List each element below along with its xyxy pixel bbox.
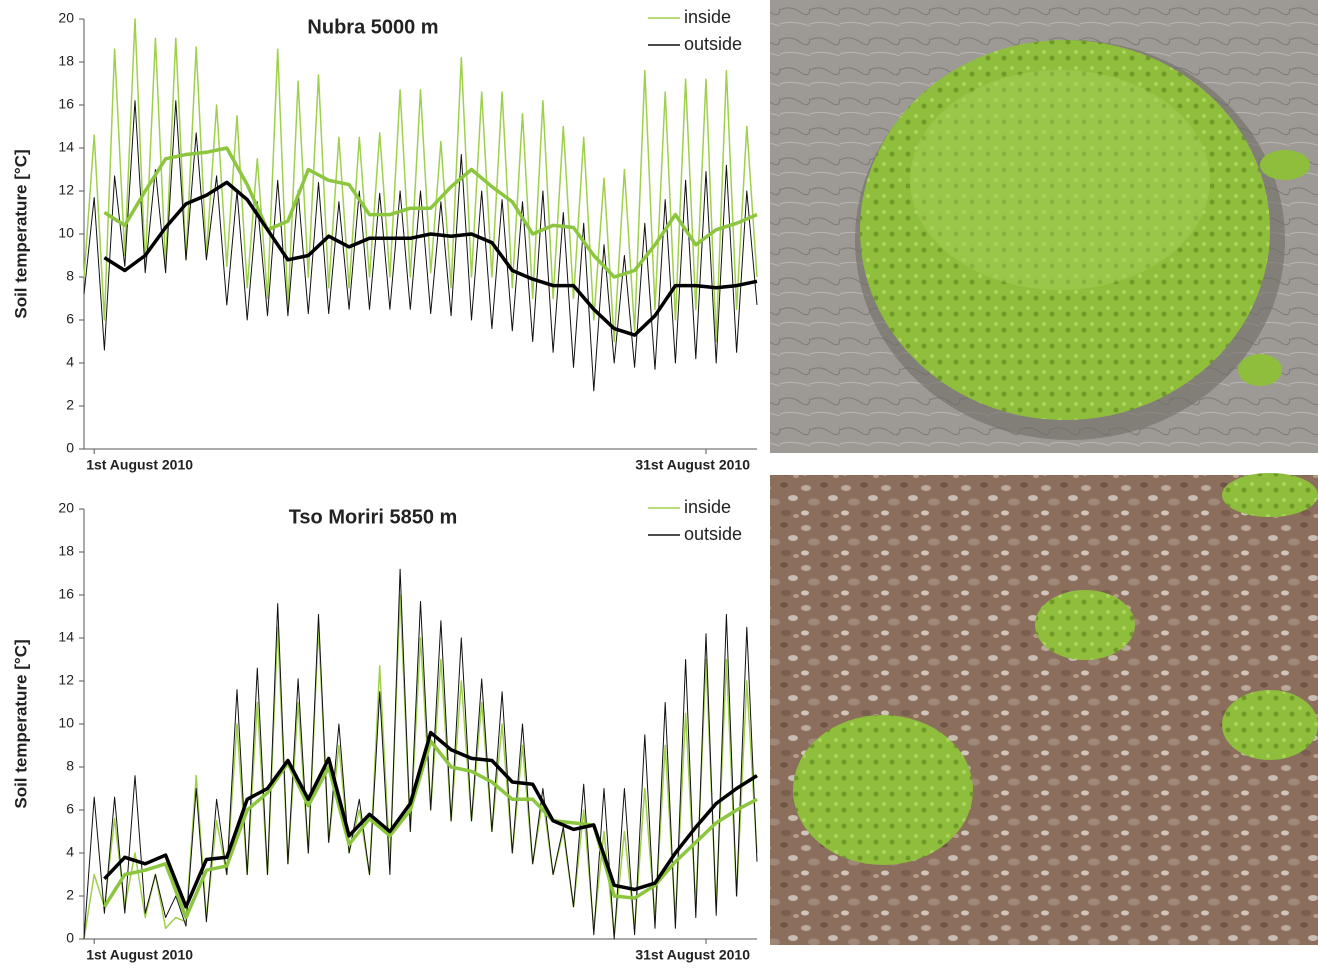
photo-cushion-plant <box>770 0 1318 453</box>
legend-label: inside <box>684 7 731 27</box>
x-tick-label: 1st August 2010 <box>86 947 193 963</box>
y-tick-label: 12 <box>58 182 74 198</box>
y-axis-label: Soil temperature [°C] <box>11 639 30 808</box>
y-tick-label: 4 <box>66 354 74 370</box>
series-line <box>103 146 758 279</box>
x-tick-label: 31st August 2010 <box>635 947 750 963</box>
y-tick-label: 12 <box>58 672 74 688</box>
series-line <box>83 594 758 940</box>
series-line <box>103 180 758 337</box>
y-tick-label: 8 <box>66 758 74 774</box>
y-tick-label: 16 <box>58 586 74 602</box>
y-tick-label: 14 <box>58 629 74 645</box>
y-tick-label: 10 <box>58 225 74 241</box>
series-line <box>83 100 758 392</box>
y-tick-label: 2 <box>66 887 74 903</box>
legend-label: outside <box>684 524 742 544</box>
chart: Tso Moriri 5850 m Soil temperature [°C] 0 2… <box>11 497 758 963</box>
series-line <box>103 730 758 909</box>
y-tick-label: 20 <box>58 10 74 26</box>
y-tick-label: 14 <box>58 139 74 155</box>
y-tick-label: 2 <box>66 397 74 413</box>
series-line <box>102 739 758 920</box>
y-tick-label: 6 <box>66 801 74 817</box>
y-tick-label: 0 <box>66 930 74 946</box>
chart: Nubra 5000 m Soil temperature [°C] 0 2 4 6 8 10… <box>11 7 758 473</box>
chart-title: Nubra 5000 m <box>307 16 438 38</box>
y-tick-label: 0 <box>66 440 74 456</box>
y-tick-label: 4 <box>66 844 74 860</box>
legend-label: inside <box>684 497 731 517</box>
chart-title: Tso Moriri 5850 m <box>289 506 458 528</box>
y-tick-label: 20 <box>58 500 74 516</box>
x-tick-label: 31st August 2010 <box>635 457 750 473</box>
y-tick-label: 6 <box>66 311 74 327</box>
y-axis-label: Soil temperature [°C] <box>11 149 30 318</box>
x-tick-label: 1st August 2010 <box>86 457 193 473</box>
y-tick-label: 18 <box>58 543 74 559</box>
y-tick-label: 8 <box>66 268 74 284</box>
series-line <box>83 568 758 940</box>
y-tick-label: 18 <box>58 53 74 69</box>
y-tick-label: 16 <box>58 96 74 112</box>
legend-label: outside <box>684 34 742 54</box>
y-tick-label: 10 <box>58 715 74 731</box>
photo-cushion-patches <box>770 473 1318 945</box>
series-line <box>83 18 758 343</box>
